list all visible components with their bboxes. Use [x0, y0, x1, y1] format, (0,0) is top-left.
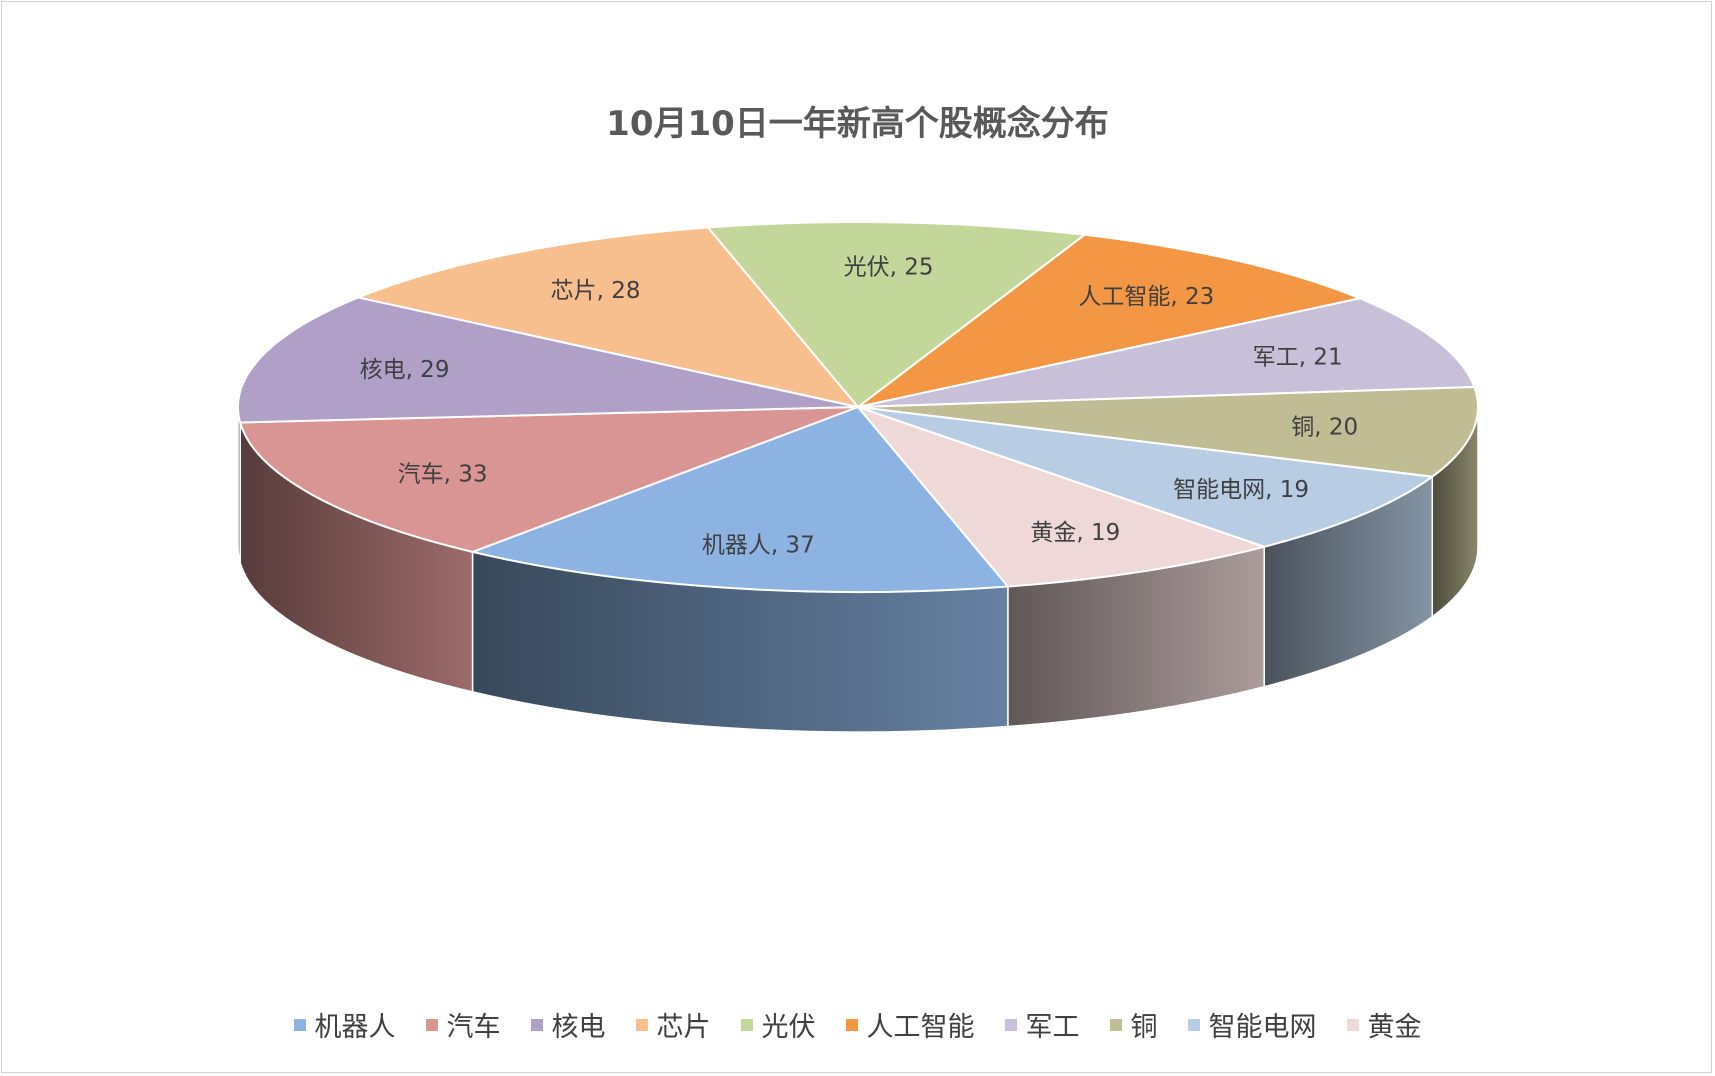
pie-slice-9	[854, 404, 1268, 588]
data-label-1: 汽车, 33	[398, 461, 488, 487]
data-label-6: 军工, 21	[1253, 344, 1343, 370]
legend-label: 核电	[551, 1012, 606, 1043]
legend-item-9: 黄金	[1346, 1005, 1422, 1044]
legend-swatch	[635, 1018, 648, 1031]
legend-item-3: 芯片	[635, 1005, 711, 1044]
legend-swatch	[1004, 1018, 1017, 1031]
pie-slice-3	[355, 226, 861, 409]
data-label-2: 核电, 29	[360, 357, 450, 383]
pie-slice-2	[237, 296, 859, 424]
legend-item-1: 汽车	[425, 1005, 501, 1044]
pie-slice-4	[705, 221, 1088, 409]
legend-swatch	[845, 1018, 858, 1031]
pie-side-2	[237, 406, 241, 563]
legend-swatch	[530, 1018, 543, 1031]
legend-item-2: 核电	[530, 1005, 606, 1044]
data-label-3: 芯片, 28	[551, 278, 641, 304]
legend-swatch	[1109, 1018, 1122, 1031]
data-label-5: 人工智能, 23	[1078, 284, 1214, 310]
pie-slice-5	[857, 233, 1364, 408]
legend-item-8: 智能电网	[1187, 1005, 1317, 1044]
legend-label: 机器人	[314, 1012, 396, 1043]
legend-label: 黄金	[1367, 1012, 1422, 1043]
legend-item-4: 光伏	[740, 1005, 816, 1044]
data-label-0: 机器人, 37	[702, 532, 815, 558]
legend-swatch	[1187, 1018, 1200, 1031]
data-label-9: 黄金, 19	[1030, 520, 1120, 546]
pie-data-labels: 机器人, 37 汽车, 33 核电, 29 芯片, 28 光伏, 25 人工智能, 23 军…	[360, 255, 1359, 559]
legend-swatch	[293, 1018, 306, 1031]
legend-label: 人工智能	[866, 1012, 975, 1043]
pie-sides	[237, 406, 1479, 733]
legend-item-0: 机器人	[293, 1005, 396, 1044]
legend-label: 光伏	[761, 1012, 816, 1043]
legend-label: 铜	[1130, 1012, 1158, 1043]
legend-swatch	[1346, 1018, 1359, 1031]
legend-item-5: 人工智能	[845, 1005, 975, 1044]
legend-swatch	[425, 1018, 438, 1031]
legend-label: 智能电网	[1208, 1012, 1317, 1043]
legend-label: 军工	[1025, 1012, 1080, 1043]
legend: 机器人 汽车 核电 芯片 光伏 人工智能 军工 铜 智能电网 黄金	[2, 1005, 1713, 1044]
legend-label: 汽车	[446, 1012, 501, 1043]
legend-label: 芯片	[656, 1012, 711, 1043]
data-label-8: 智能电网, 19	[1173, 477, 1309, 503]
pie-slice-1	[238, 406, 859, 553]
pie-slice-8	[857, 406, 1435, 548]
legend-swatch	[740, 1018, 753, 1031]
chart-title: 10月10日一年新高个股概念分布	[606, 104, 1109, 144]
data-label-7: 铜, 20	[1291, 414, 1358, 440]
data-label-4: 光伏, 25	[844, 255, 934, 281]
legend-item-7: 铜	[1109, 1005, 1158, 1044]
pie-slice-7	[857, 385, 1479, 478]
pie-slice-6	[857, 297, 1476, 408]
pie-slices	[237, 221, 1479, 593]
legend-item-6: 军工	[1004, 1005, 1080, 1044]
pie-slice-0	[469, 405, 1011, 593]
